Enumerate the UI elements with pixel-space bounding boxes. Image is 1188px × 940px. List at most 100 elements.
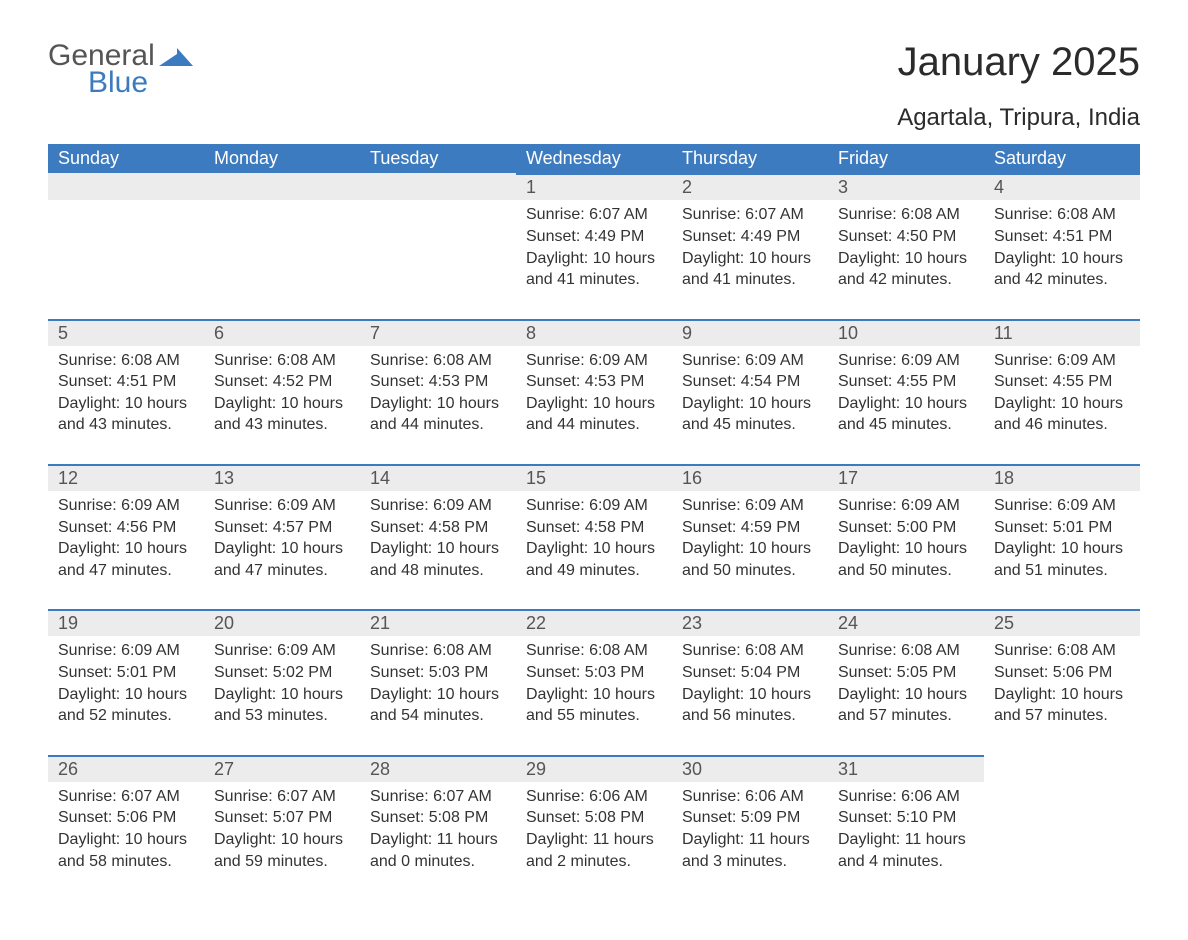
calendar-week-row: 26Sunrise: 6:07 AMSunset: 5:06 PMDayligh… — [48, 755, 1140, 900]
calendar-empty-cell — [984, 755, 1140, 900]
day-number: 16 — [672, 466, 828, 491]
weekday-header: Sunday — [48, 144, 204, 173]
calendar-day-cell: 16Sunrise: 6:09 AMSunset: 4:59 PMDayligh… — [672, 464, 828, 609]
calendar-week-row: 1Sunrise: 6:07 AMSunset: 4:49 PMDaylight… — [48, 173, 1140, 318]
sunrise-line: Sunrise: 6:09 AM — [526, 350, 662, 372]
sunrise-line: Sunrise: 6:09 AM — [838, 350, 974, 372]
day-details: Sunrise: 6:09 AMSunset: 4:54 PMDaylight:… — [672, 346, 828, 436]
calendar-day-cell: 20Sunrise: 6:09 AMSunset: 5:02 PMDayligh… — [204, 609, 360, 754]
day-details: Sunrise: 6:09 AMSunset: 4:56 PMDaylight:… — [48, 491, 204, 581]
location-subtitle: Agartala, Tripura, India — [48, 104, 1140, 132]
day-number: 25 — [984, 611, 1140, 636]
daylight-line: Daylight: 10 hours and 44 minutes. — [370, 393, 506, 436]
day-number: 13 — [204, 466, 360, 491]
sunset-line: Sunset: 4:55 PM — [838, 371, 974, 393]
sunset-line: Sunset: 4:49 PM — [526, 226, 662, 248]
sunset-line: Sunset: 4:58 PM — [370, 517, 506, 539]
sunrise-line: Sunrise: 6:09 AM — [370, 495, 506, 517]
sunset-line: Sunset: 5:08 PM — [526, 807, 662, 829]
day-number: 4 — [984, 175, 1140, 200]
day-details: Sunrise: 6:07 AMSunset: 4:49 PMDaylight:… — [516, 200, 672, 290]
daylight-line: Daylight: 10 hours and 43 minutes. — [214, 393, 350, 436]
day-number: 29 — [516, 757, 672, 782]
daylight-line: Daylight: 10 hours and 46 minutes. — [994, 393, 1130, 436]
sunrise-line: Sunrise: 6:07 AM — [58, 786, 194, 808]
sunrise-line: Sunrise: 6:09 AM — [682, 350, 818, 372]
sunrise-line: Sunrise: 6:08 AM — [994, 640, 1130, 662]
calendar-day-cell: 12Sunrise: 6:09 AMSunset: 4:56 PMDayligh… — [48, 464, 204, 609]
calendar-table: SundayMondayTuesdayWednesdayThursdayFrid… — [48, 144, 1140, 900]
sunset-line: Sunset: 4:53 PM — [370, 371, 506, 393]
weekday-header: Tuesday — [360, 144, 516, 173]
logo-mark-icon — [159, 41, 193, 73]
calendar-day-cell: 31Sunrise: 6:06 AMSunset: 5:10 PMDayligh… — [828, 755, 984, 900]
day-details: Sunrise: 6:08 AMSunset: 4:51 PMDaylight:… — [984, 200, 1140, 290]
calendar-day-cell: 10Sunrise: 6:09 AMSunset: 4:55 PMDayligh… — [828, 319, 984, 464]
day-number: 30 — [672, 757, 828, 782]
sunrise-line: Sunrise: 6:09 AM — [58, 495, 194, 517]
calendar-day-cell: 13Sunrise: 6:09 AMSunset: 4:57 PMDayligh… — [204, 464, 360, 609]
sunrise-line: Sunrise: 6:08 AM — [838, 204, 974, 226]
day-number: 21 — [360, 611, 516, 636]
sunset-line: Sunset: 4:52 PM — [214, 371, 350, 393]
day-number: 27 — [204, 757, 360, 782]
weekday-header: Wednesday — [516, 144, 672, 173]
calendar-day-cell: 22Sunrise: 6:08 AMSunset: 5:03 PMDayligh… — [516, 609, 672, 754]
sunset-line: Sunset: 4:58 PM — [526, 517, 662, 539]
sunrise-line: Sunrise: 6:09 AM — [526, 495, 662, 517]
day-number: 31 — [828, 757, 984, 782]
day-details: Sunrise: 6:08 AMSunset: 5:03 PMDaylight:… — [516, 636, 672, 726]
daylight-line: Daylight: 10 hours and 59 minutes. — [214, 829, 350, 872]
sunset-line: Sunset: 4:56 PM — [58, 517, 194, 539]
calendar-day-cell: 6Sunrise: 6:08 AMSunset: 4:52 PMDaylight… — [204, 319, 360, 464]
daylight-line: Daylight: 10 hours and 47 minutes. — [58, 538, 194, 581]
sunset-line: Sunset: 5:09 PM — [682, 807, 818, 829]
sunset-line: Sunset: 5:06 PM — [58, 807, 194, 829]
day-details: Sunrise: 6:09 AMSunset: 4:58 PMDaylight:… — [360, 491, 516, 581]
sunrise-line: Sunrise: 6:09 AM — [214, 495, 350, 517]
day-details: Sunrise: 6:08 AMSunset: 5:05 PMDaylight:… — [828, 636, 984, 726]
sunrise-line: Sunrise: 6:08 AM — [370, 640, 506, 662]
weekday-header: Thursday — [672, 144, 828, 173]
sunset-line: Sunset: 4:51 PM — [994, 226, 1130, 248]
calendar-day-cell: 8Sunrise: 6:09 AMSunset: 4:53 PMDaylight… — [516, 319, 672, 464]
day-number: 5 — [48, 321, 204, 346]
sunrise-line: Sunrise: 6:09 AM — [214, 640, 350, 662]
day-details: Sunrise: 6:09 AMSunset: 4:59 PMDaylight:… — [672, 491, 828, 581]
logo: General Blue — [48, 40, 193, 98]
calendar-week-row: 19Sunrise: 6:09 AMSunset: 5:01 PMDayligh… — [48, 609, 1140, 754]
calendar-day-cell: 1Sunrise: 6:07 AMSunset: 4:49 PMDaylight… — [516, 173, 672, 318]
daylight-line: Daylight: 11 hours and 4 minutes. — [838, 829, 974, 872]
day-details: Sunrise: 6:09 AMSunset: 4:53 PMDaylight:… — [516, 346, 672, 436]
daylight-line: Daylight: 10 hours and 51 minutes. — [994, 538, 1130, 581]
sunrise-line: Sunrise: 6:07 AM — [214, 786, 350, 808]
sunrise-line: Sunrise: 6:09 AM — [994, 350, 1130, 372]
calendar-week-row: 5Sunrise: 6:08 AMSunset: 4:51 PMDaylight… — [48, 319, 1140, 464]
page-title: January 2025 — [898, 40, 1140, 85]
day-details: Sunrise: 6:09 AMSunset: 5:01 PMDaylight:… — [984, 491, 1140, 581]
sunrise-line: Sunrise: 6:08 AM — [526, 640, 662, 662]
calendar-day-cell: 25Sunrise: 6:08 AMSunset: 5:06 PMDayligh… — [984, 609, 1140, 754]
calendar-day-cell: 19Sunrise: 6:09 AMSunset: 5:01 PMDayligh… — [48, 609, 204, 754]
day-number: 17 — [828, 466, 984, 491]
day-details: Sunrise: 6:06 AMSunset: 5:10 PMDaylight:… — [828, 782, 984, 872]
sunrise-line: Sunrise: 6:07 AM — [682, 204, 818, 226]
sunset-line: Sunset: 5:07 PM — [214, 807, 350, 829]
day-number: 8 — [516, 321, 672, 346]
calendar-day-cell: 14Sunrise: 6:09 AMSunset: 4:58 PMDayligh… — [360, 464, 516, 609]
day-details: Sunrise: 6:07 AMSunset: 5:06 PMDaylight:… — [48, 782, 204, 872]
sunset-line: Sunset: 4:49 PM — [682, 226, 818, 248]
sunrise-line: Sunrise: 6:09 AM — [58, 640, 194, 662]
day-details: Sunrise: 6:08 AMSunset: 5:06 PMDaylight:… — [984, 636, 1140, 726]
calendar-body: 1Sunrise: 6:07 AMSunset: 4:49 PMDaylight… — [48, 173, 1140, 900]
day-number: 15 — [516, 466, 672, 491]
daylight-line: Daylight: 10 hours and 58 minutes. — [58, 829, 194, 872]
empty-day-strip — [204, 173, 360, 200]
daylight-line: Daylight: 10 hours and 42 minutes. — [994, 248, 1130, 291]
sunset-line: Sunset: 5:02 PM — [214, 662, 350, 684]
sunset-line: Sunset: 4:55 PM — [994, 371, 1130, 393]
sunrise-line: Sunrise: 6:08 AM — [838, 640, 974, 662]
day-number: 11 — [984, 321, 1140, 346]
sunset-line: Sunset: 5:10 PM — [838, 807, 974, 829]
day-number: 9 — [672, 321, 828, 346]
